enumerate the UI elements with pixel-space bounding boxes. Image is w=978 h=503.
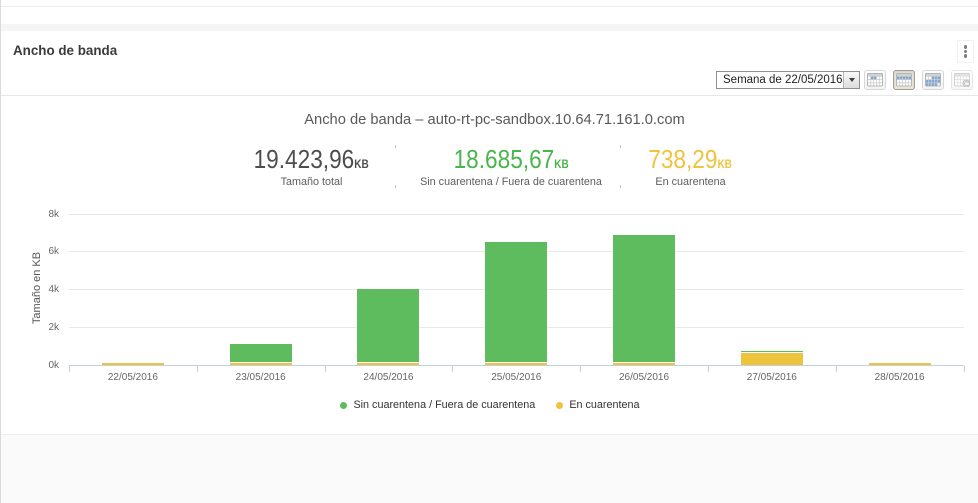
y-axis-tick-label: 4k [48, 284, 59, 296]
top-gap-band [1, 24, 978, 31]
bar-segment-quarantine[interactable] [613, 363, 676, 366]
bar-segment-clean[interactable] [229, 343, 292, 364]
chart-title: Ancho de banda – auto-rt-pc-sandbox.10.6… [304, 112, 685, 128]
x-axis-tick [963, 365, 965, 372]
legend-item-quarantine[interactable]: En cuarentena [556, 399, 640, 411]
month-view-button[interactable] [922, 70, 944, 90]
bar-segment-clean[interactable] [613, 235, 676, 364]
toolbar-separator [1, 95, 978, 96]
stat-total: 19.423,96KB Tamaño total [182, 146, 442, 188]
stat-value: 18.685,67KB [453, 143, 569, 174]
dropdown-arrow-button[interactable] [843, 72, 859, 88]
x-axis-tick [324, 365, 326, 372]
legend-marker-icon [340, 401, 348, 409]
dropdown-arrow-icon [848, 78, 855, 82]
custom-view-button [951, 70, 973, 90]
kebab-dot [963, 54, 968, 58]
stat-value: 738,29KB [648, 143, 733, 174]
calendar-refresh-icon [954, 73, 970, 87]
week-view-button[interactable] [893, 70, 915, 90]
kebab-vertical-icon[interactable] [957, 40, 974, 63]
stat-separator [395, 145, 396, 188]
bar-segment-quarantine[interactable] [868, 363, 931, 366]
bar-segment-quarantine[interactable] [740, 352, 803, 366]
x-axis-category-label: 25/05/2016 [491, 371, 542, 383]
legend-item-clean[interactable]: Sin cuarentena / Fuera de cuarentena [340, 399, 535, 411]
legend-label: Sin cuarentena / Fuera de cuarentena [353, 399, 536, 411]
period-select-value: Semana de 22/05/2016 [723, 74, 843, 86]
period-select[interactable]: Semana de 22/05/2016 [716, 71, 860, 89]
stat-quarantined: 738,29KB En cuarentena [561, 146, 821, 188]
y-axis-tick-label: 8k [48, 208, 59, 220]
x-axis-category-label: 23/05/2016 [235, 371, 286, 383]
stat-unit: KB [717, 158, 733, 171]
gridline [69, 213, 964, 215]
page-background [1, 434, 978, 503]
calendar-week-icon [896, 73, 912, 87]
bar-segment-clean[interactable] [740, 351, 803, 353]
x-axis-category-label: 26/05/2016 [619, 371, 670, 383]
widget-title: Ancho de banda [13, 43, 118, 58]
x-axis-tick [452, 365, 454, 372]
stat-unit: KB [354, 158, 370, 171]
legend-marker-icon [556, 401, 564, 409]
bar-segment-quarantine[interactable] [357, 363, 420, 366]
calendar-month-icon [925, 73, 941, 87]
top-strip [1, 0, 978, 7]
bandwidth-chart: Ancho de banda – auto-rt-pc-sandbox.10.6… [1, 96, 978, 434]
x-axis-category-label: 22/05/2016 [107, 371, 158, 383]
y-axis-title: Tamaño en KB [31, 252, 43, 325]
calendar-day-icon [867, 73, 883, 87]
stat-label: En cuarentena [655, 175, 726, 188]
day-view-button[interactable] [864, 70, 886, 90]
kebab-dot [963, 49, 968, 54]
bar-segment-quarantine[interactable] [485, 363, 548, 366]
stat-value: 19.423,96KB [253, 143, 370, 174]
bar-segment-clean[interactable] [485, 242, 548, 364]
view-buttons-group [864, 70, 973, 90]
kebab-dot [963, 45, 968, 49]
x-axis-tick [196, 365, 198, 372]
stat-unit: KB [554, 158, 569, 171]
legend-label: En cuarentena [569, 399, 640, 411]
x-axis-category-label: 24/05/2016 [363, 371, 414, 383]
y-axis-tick-label: 0k [48, 359, 59, 371]
x-axis-category-label: 28/05/2016 [874, 371, 925, 383]
x-axis-tick [69, 365, 70, 372]
chart-legend: Sin cuarentena / Fuera de cuarentena En c… [1, 399, 978, 411]
stat-clean: 18.685,67KB Sin cuarentena / Fuera de cua… [381, 146, 641, 188]
bar-segment-clean[interactable] [357, 289, 420, 364]
x-axis-tick [580, 365, 582, 372]
stat-label: Sin cuarentena / Fuera de cuarentena [420, 175, 602, 188]
x-axis-tick [835, 365, 837, 372]
x-axis-category-label: 27/05/2016 [746, 371, 797, 383]
x-axis-tick [707, 365, 709, 372]
bar-segment-quarantine[interactable] [229, 363, 292, 366]
y-axis-tick-label: 6k [48, 246, 59, 258]
bar-segment-quarantine[interactable] [101, 363, 164, 366]
stat-label: Tamaño total [280, 175, 343, 188]
y-axis-tick-label: 2k [48, 321, 59, 333]
stat-separator [620, 145, 621, 188]
